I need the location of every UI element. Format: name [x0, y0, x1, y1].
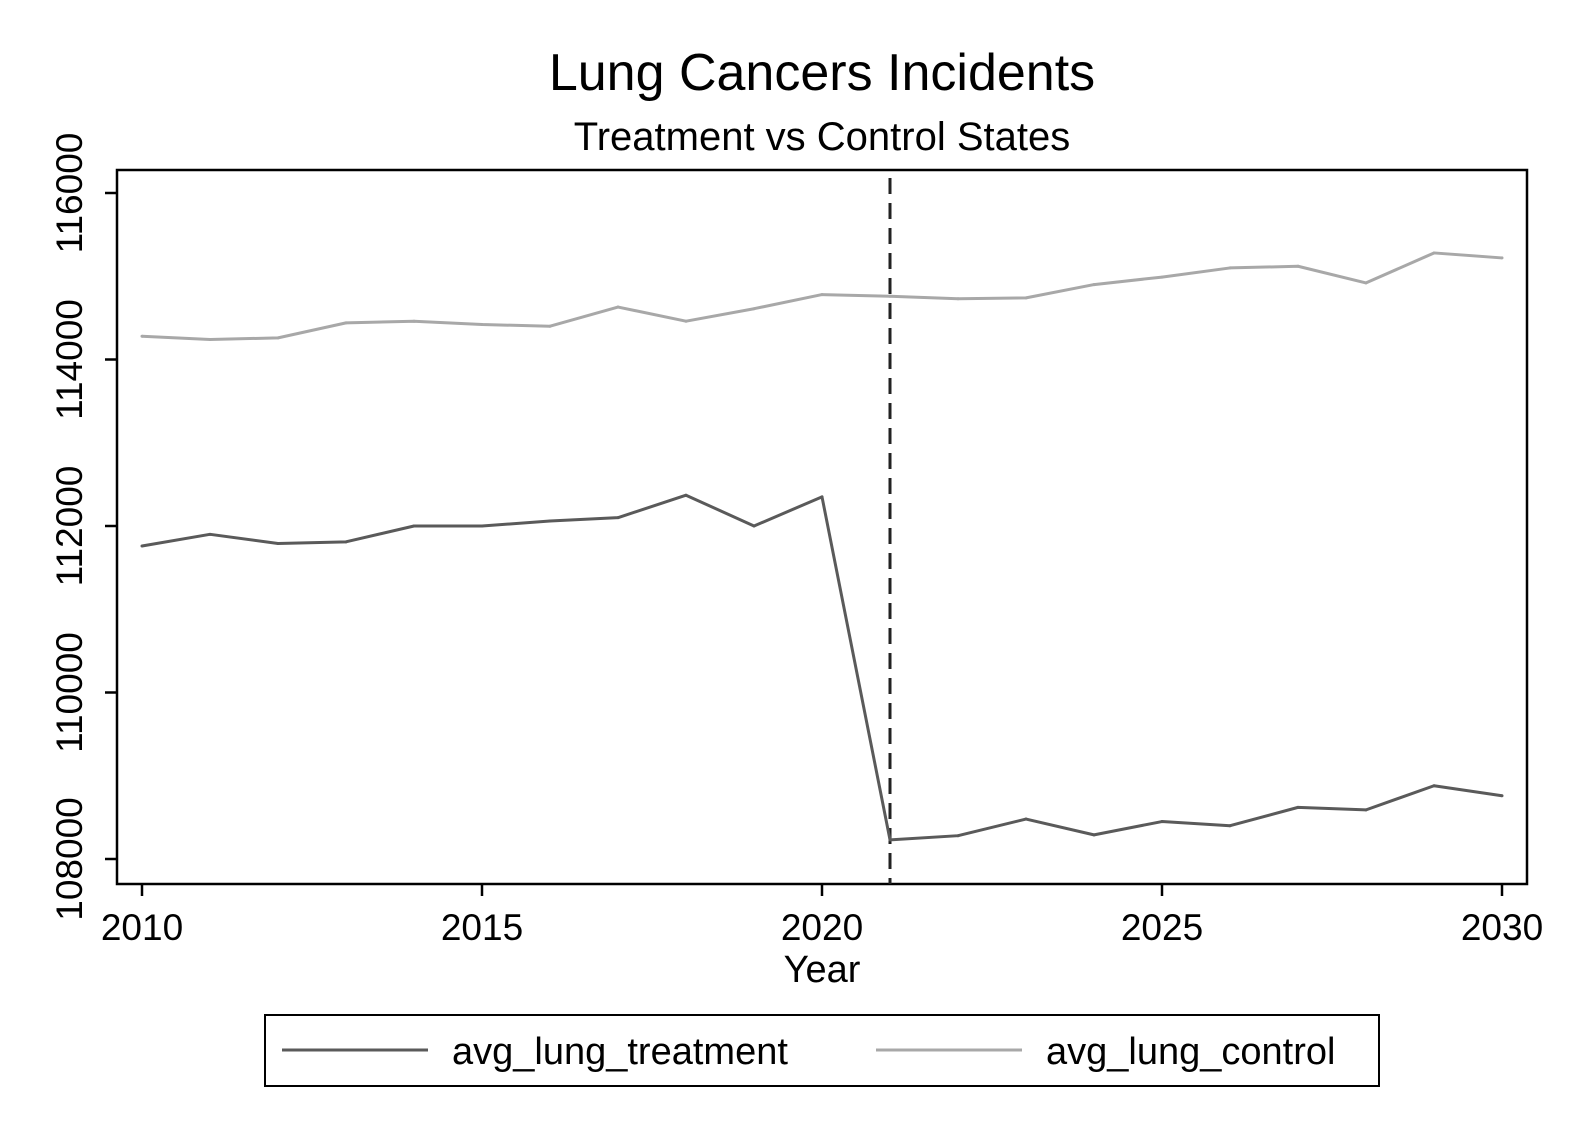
data-point-treatment — [344, 540, 348, 544]
y-tick-label: 110000 — [49, 632, 90, 753]
data-point-control — [1228, 266, 1232, 270]
y-axis-ticks: 108000 110000 112000 114000 116000 — [49, 133, 117, 921]
data-point-treatment — [1432, 784, 1436, 788]
x-tick-label: 2015 — [441, 907, 523, 948]
y-tick-label: 112000 — [49, 466, 90, 587]
y-tick-label: 114000 — [49, 299, 90, 420]
chart-subtitle: Treatment vs Control States — [574, 115, 1070, 159]
data-point-control — [888, 294, 892, 298]
data-point-control — [616, 305, 620, 309]
data-point-control — [276, 336, 280, 340]
y-tick-label: 116000 — [49, 133, 90, 254]
data-point-control — [1160, 275, 1164, 279]
data-point-treatment — [480, 524, 484, 528]
data-point-treatment — [684, 493, 688, 497]
data-point-control — [480, 323, 484, 327]
data-point-control — [820, 293, 824, 297]
data-point-control — [344, 321, 348, 325]
data-point-treatment — [1296, 805, 1300, 809]
x-axis-ticks: 2010 2015 2020 2025 2030 — [101, 884, 1543, 948]
data-point-treatment — [888, 838, 892, 842]
data-point-treatment — [208, 532, 212, 536]
data-point-control — [208, 338, 212, 342]
data-point-control — [140, 334, 144, 338]
x-tick-label: 2030 — [1461, 907, 1543, 948]
data-point-control — [684, 319, 688, 323]
data-point-treatment — [140, 544, 144, 548]
data-point-treatment — [820, 495, 824, 499]
data-point-treatment — [1024, 817, 1028, 821]
data-point-control — [956, 297, 960, 301]
data-point-control — [412, 319, 416, 323]
data-point-control — [1500, 256, 1504, 260]
legend: avg_lung_treatment avg_lung_control — [264, 1014, 1380, 1087]
data-point-control — [1364, 281, 1368, 285]
data-point-control — [1296, 264, 1300, 268]
legend-label-treatment: avg_lung_treatment — [452, 1031, 788, 1073]
data-point-control — [548, 324, 552, 328]
legend-label-control: avg_lung_control — [1046, 1031, 1335, 1073]
series-layer — [140, 251, 1504, 842]
data-point-treatment — [1364, 808, 1368, 812]
data-point-treatment — [956, 834, 960, 838]
x-axis-label: Year — [784, 949, 861, 991]
data-point-treatment — [1228, 824, 1232, 828]
data-point-control — [1092, 283, 1096, 287]
x-tick-label: 2020 — [781, 907, 863, 948]
data-point-treatment — [752, 524, 756, 528]
plot-frame — [115, 168, 1529, 886]
data-point-treatment — [1160, 820, 1164, 824]
data-point-treatment — [276, 541, 280, 545]
data-point-treatment — [412, 524, 416, 528]
x-tick-label: 2025 — [1121, 907, 1203, 948]
y-tick-label: 108000 — [49, 797, 90, 920]
data-point-treatment — [548, 519, 552, 523]
data-point-control — [752, 307, 756, 311]
data-point-treatment — [616, 516, 620, 520]
data-point-control — [1432, 251, 1436, 255]
series-line-treatment — [141, 493, 1503, 842]
data-point-control — [1024, 296, 1028, 300]
data-point-treatment — [1500, 794, 1504, 798]
chart-title: Lung Cancers Incidents — [549, 44, 1095, 102]
legend-box — [264, 1014, 1380, 1087]
data-point-treatment — [1092, 833, 1096, 837]
x-tick-label: 2010 — [101, 907, 183, 948]
